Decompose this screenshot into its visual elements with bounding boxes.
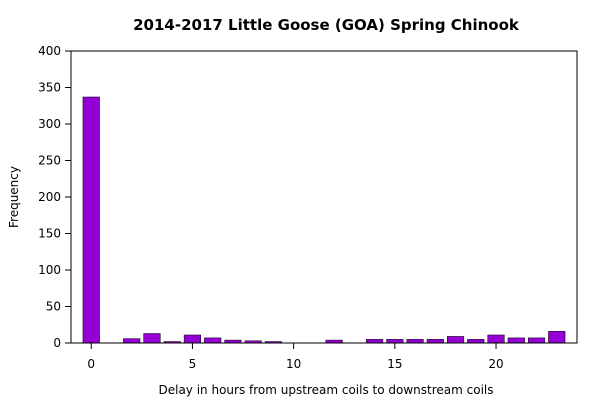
x-tick-label: 10	[286, 357, 301, 371]
x-axis-label: Delay in hours from upstream coils to do…	[158, 383, 493, 397]
bar-hour-6	[204, 337, 222, 344]
x-axis: 0 5 10 15 20	[87, 343, 504, 371]
y-tick-label: 0	[53, 336, 61, 350]
bar-hour-18	[447, 336, 465, 344]
y-tick-label: 150	[38, 227, 61, 241]
y-axis: 0 50 100 150 200 250 300 350 400	[38, 44, 71, 350]
plot-area-frame	[70, 50, 578, 344]
y-tick-label: 200	[38, 190, 61, 204]
bar-hour-15	[386, 339, 404, 344]
y-tick-label: 300	[38, 117, 61, 131]
y-tick-label: 400	[38, 44, 61, 58]
bar-hour-3	[143, 333, 161, 344]
bar-hour-14	[366, 339, 384, 344]
y-tick-label: 50	[46, 300, 61, 314]
x-tick-label: 15	[387, 357, 402, 371]
bar-hour-2	[123, 338, 141, 344]
x-tick-label: 0	[87, 357, 95, 371]
bar-hour-20	[487, 334, 505, 344]
x-tick-label: 5	[189, 357, 197, 371]
bar-hour-19	[467, 339, 485, 344]
y-tick-label: 250	[38, 154, 61, 168]
bar-hour-22	[527, 337, 546, 344]
bar-hour-16	[406, 339, 424, 344]
chart-title: 2014-2017 Little Goose (GOA) Spring Chin…	[133, 16, 520, 34]
y-axis-label: Frequency	[7, 166, 21, 228]
y-tick-label: 350	[38, 81, 61, 95]
x-tick-label: 20	[488, 357, 503, 371]
bar-hour-5	[183, 334, 201, 344]
y-tick-label: 100	[38, 263, 61, 277]
bar-hour-23	[548, 331, 566, 344]
bar-hour-0	[82, 96, 100, 344]
bars-group	[82, 96, 566, 344]
bar-hour-21	[507, 337, 525, 344]
bar-hour-17	[426, 339, 444, 344]
